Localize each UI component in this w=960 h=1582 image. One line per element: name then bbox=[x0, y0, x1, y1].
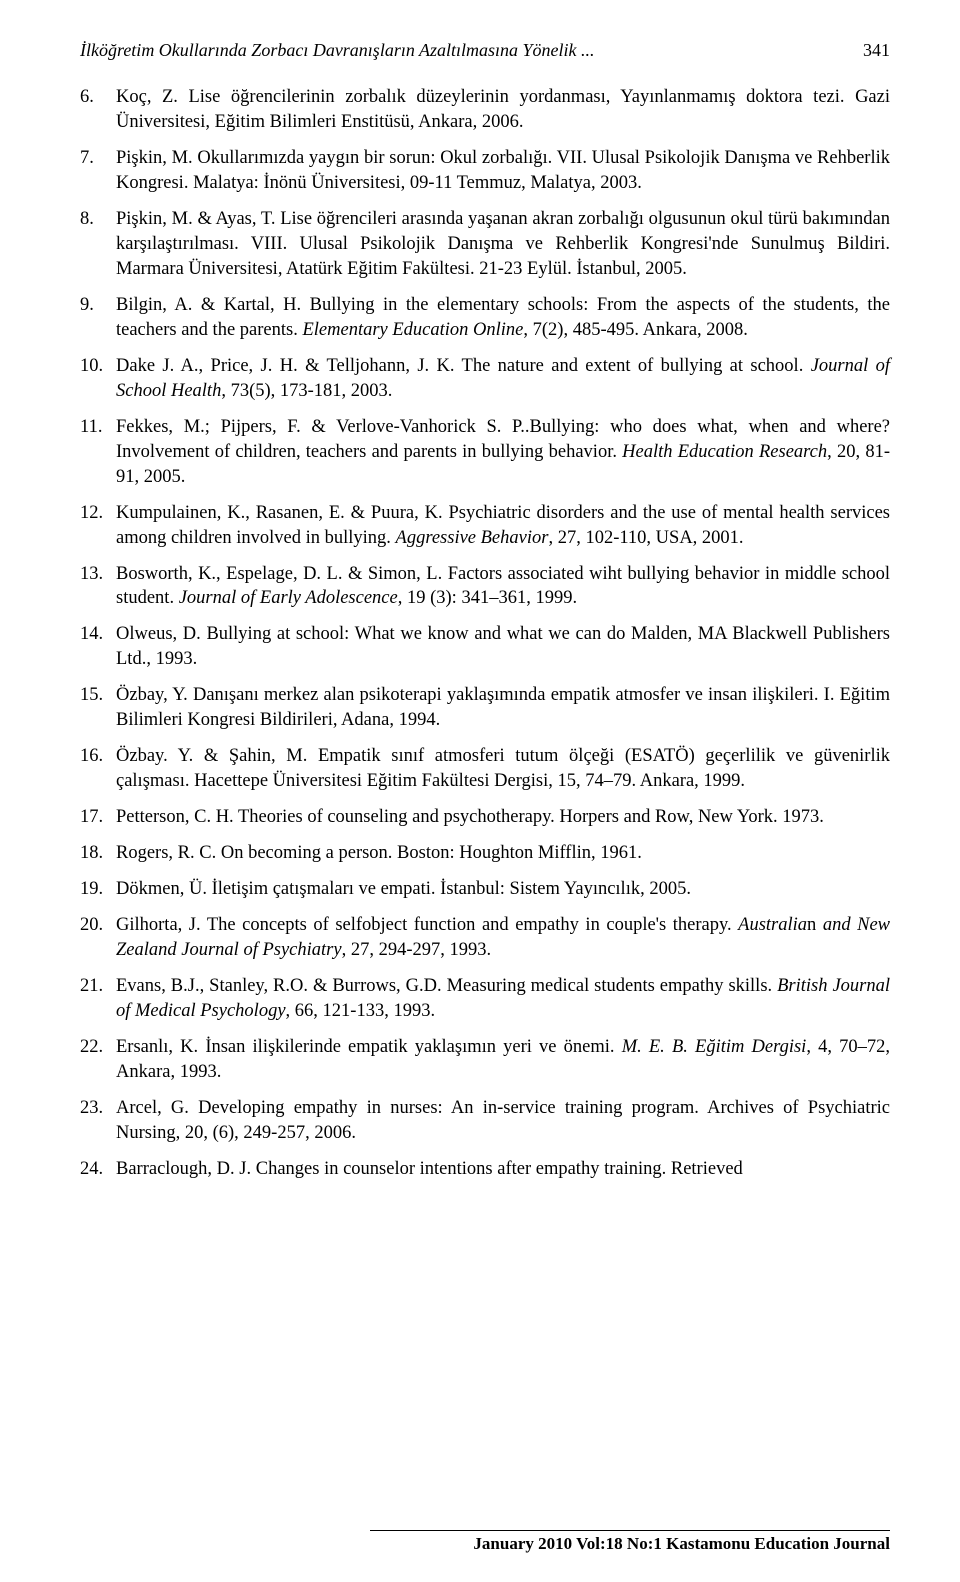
reference-number: 20. bbox=[80, 913, 116, 963]
reference-number: 8. bbox=[80, 207, 116, 282]
reference-item: 12. Kumpulainen, K., Rasanen, E. & Puura… bbox=[80, 501, 890, 551]
reference-item: 18. Rogers, R. C. On becoming a person. … bbox=[80, 841, 890, 866]
reference-text: Koç, Z. Lise öğrencilerinin zorbalık düz… bbox=[116, 85, 890, 135]
page-container: İlköğretim Okullarında Zorbacı Davranışl… bbox=[0, 0, 960, 1582]
reference-item: 7. Pişkin, M. Okullarımızda yaygın bir s… bbox=[80, 146, 890, 196]
reference-number: 6. bbox=[80, 85, 116, 135]
reference-text: Olweus, D. Bullying at school: What we k… bbox=[116, 622, 890, 672]
reference-text: Arcel, G. Developing empathy in nurses: … bbox=[116, 1096, 890, 1146]
reference-text: Dake J. A., Price, J. H. & Telljohann, J… bbox=[116, 354, 890, 404]
reference-text: Fekkes, M.; Pijpers, F. & Verlove-Vanhor… bbox=[116, 415, 890, 490]
reference-number: 17. bbox=[80, 805, 116, 830]
reference-text: Özbay, Y. Danışanı merkez alan psikotera… bbox=[116, 683, 890, 733]
reference-number: 11. bbox=[80, 415, 116, 490]
reference-item: 24. Barraclough, D. J. Changes in counse… bbox=[80, 1157, 890, 1182]
reference-number: 24. bbox=[80, 1157, 116, 1182]
reference-number: 7. bbox=[80, 146, 116, 196]
reference-number: 22. bbox=[80, 1035, 116, 1085]
reference-number: 23. bbox=[80, 1096, 116, 1146]
reference-item: 13. Bosworth, K., Espelage, D. L. & Simo… bbox=[80, 562, 890, 612]
reference-text: Bosworth, K., Espelage, D. L. & Simon, L… bbox=[116, 562, 890, 612]
reference-number: 15. bbox=[80, 683, 116, 733]
reference-number: 18. bbox=[80, 841, 116, 866]
reference-text: Evans, B.J., Stanley, R.O. & Burrows, G.… bbox=[116, 974, 890, 1024]
reference-text: Pişkin, M. Okullarımızda yaygın bir soru… bbox=[116, 146, 890, 196]
reference-text: Barraclough, D. J. Changes in counselor … bbox=[116, 1157, 890, 1182]
reference-item: 20. Gilhorta, J. The concepts of selfobj… bbox=[80, 913, 890, 963]
reference-item: 16. Özbay. Y. & Şahin, M. Empatik sınıf … bbox=[80, 744, 890, 794]
page-number: 341 bbox=[863, 40, 890, 61]
reference-list: 6. Koç, Z. Lise öğrencilerinin zorbalık … bbox=[80, 85, 890, 1182]
reference-number: 13. bbox=[80, 562, 116, 612]
reference-text: Pişkin, M. & Ayas, T. Lise öğrencileri a… bbox=[116, 207, 890, 282]
reference-number: 19. bbox=[80, 877, 116, 902]
reference-number: 9. bbox=[80, 293, 116, 343]
reference-text: Ersanlı, K. İnsan ilişkilerinde empatik … bbox=[116, 1035, 890, 1085]
reference-text: Özbay. Y. & Şahin, M. Empatik sınıf atmo… bbox=[116, 744, 890, 794]
reference-text: Petterson, C. H. Theories of counseling … bbox=[116, 805, 890, 830]
reference-text: Gilhorta, J. The concepts of selfobject … bbox=[116, 913, 890, 963]
reference-item: 11. Fekkes, M.; Pijpers, F. & Verlove-Va… bbox=[80, 415, 890, 490]
reference-number: 10. bbox=[80, 354, 116, 404]
reference-item: 6. Koç, Z. Lise öğrencilerinin zorbalık … bbox=[80, 85, 890, 135]
reference-item: 8. Pişkin, M. & Ayas, T. Lise öğrenciler… bbox=[80, 207, 890, 282]
reference-item: 23. Arcel, G. Developing empathy in nurs… bbox=[80, 1096, 890, 1146]
reference-text: Kumpulainen, K., Rasanen, E. & Puura, K.… bbox=[116, 501, 890, 551]
reference-text: Bilgin, A. & Kartal, H. Bullying in the … bbox=[116, 293, 890, 343]
page-header: İlköğretim Okullarında Zorbacı Davranışl… bbox=[80, 40, 890, 61]
reference-item: 19. Dökmen, Ü. İletişim çatışmaları ve e… bbox=[80, 877, 890, 902]
reference-number: 16. bbox=[80, 744, 116, 794]
reference-item: 15. Özbay, Y. Danışanı merkez alan psiko… bbox=[80, 683, 890, 733]
reference-text: Rogers, R. C. On becoming a person. Bost… bbox=[116, 841, 890, 866]
reference-item: 21. Evans, B.J., Stanley, R.O. & Burrows… bbox=[80, 974, 890, 1024]
reference-item: 22. Ersanlı, K. İnsan ilişkilerinde empa… bbox=[80, 1035, 890, 1085]
reference-text: Dökmen, Ü. İletişim çatışmaları ve empat… bbox=[116, 877, 890, 902]
reference-item: 14. Olweus, D. Bullying at school: What … bbox=[80, 622, 890, 672]
reference-item: 17. Petterson, C. H. Theories of counsel… bbox=[80, 805, 890, 830]
running-title: İlköğretim Okullarında Zorbacı Davranışl… bbox=[80, 40, 595, 61]
reference-number: 14. bbox=[80, 622, 116, 672]
reference-item: 9. Bilgin, A. & Kartal, H. Bullying in t… bbox=[80, 293, 890, 343]
reference-number: 12. bbox=[80, 501, 116, 551]
journal-footer: January 2010 Vol:18 No:1 Kastamonu Educa… bbox=[370, 1530, 890, 1554]
reference-number: 21. bbox=[80, 974, 116, 1024]
reference-item: 10. Dake J. A., Price, J. H. & Telljohan… bbox=[80, 354, 890, 404]
